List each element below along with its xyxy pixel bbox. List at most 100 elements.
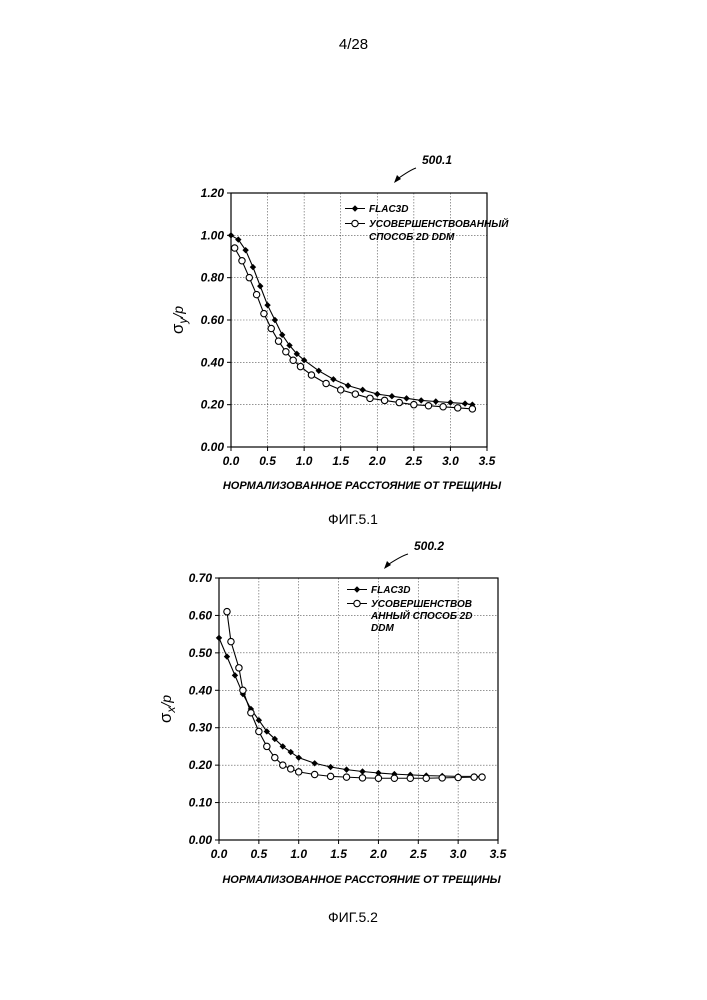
y-tick-label: 0.40 xyxy=(201,355,225,369)
data-point xyxy=(231,245,237,251)
y-tick-label: 0.60 xyxy=(189,608,213,622)
data-point xyxy=(323,380,329,386)
data-point xyxy=(264,302,270,308)
x-tick-label: 0.0 xyxy=(223,454,240,468)
data-point xyxy=(297,363,303,369)
data-point xyxy=(239,258,245,264)
data-point xyxy=(248,710,254,716)
y-tick-label: 0.00 xyxy=(201,440,225,454)
data-point xyxy=(439,775,445,781)
data-point xyxy=(367,395,373,401)
y-tick-label: 1.20 xyxy=(201,186,225,200)
y-tick-label: 0.20 xyxy=(201,398,225,412)
data-point xyxy=(381,397,387,403)
legend-entry-text: FLAC3D xyxy=(371,585,410,596)
legend-entry-text: УСОВЕРШЕНСТВОВАННЫЙ xyxy=(369,217,509,230)
data-point xyxy=(425,403,431,409)
data-point xyxy=(228,638,234,644)
legend-diamond-icon xyxy=(354,586,360,592)
data-point xyxy=(338,387,344,393)
y-tick-label: 0.70 xyxy=(189,571,213,585)
data-point xyxy=(396,399,402,405)
data-point xyxy=(479,774,485,780)
x-tick-label: 0.0 xyxy=(211,847,228,861)
data-point xyxy=(240,687,246,693)
figure-ref-label: 500.1 xyxy=(422,153,452,167)
data-point xyxy=(272,754,278,760)
ref-arrowhead-icon xyxy=(384,561,391,569)
data-point xyxy=(261,310,267,316)
legend: FLAC3DУСОВЕРШЕНСТВОВАННЫЙСПОСОБ 2D DDM xyxy=(345,204,509,243)
data-point xyxy=(264,743,270,749)
x-tick-label: 1.0 xyxy=(290,847,307,861)
data-point xyxy=(308,372,314,378)
data-point xyxy=(462,400,468,406)
data-point xyxy=(374,391,380,397)
page-number: 4/28 xyxy=(0,36,707,53)
data-point xyxy=(359,775,365,781)
data-point xyxy=(311,771,317,777)
data-point xyxy=(236,665,242,671)
legend-entry-text: DDM xyxy=(371,623,394,634)
data-point xyxy=(389,393,395,399)
y-tick-label: 0.40 xyxy=(189,683,213,697)
data-point xyxy=(403,395,409,401)
legend: FLAC3D УСОВЕРШЕНСТВОВАННЫЙ СПОСОБ 2DDDM xyxy=(347,585,472,634)
x-tick-label: 3.0 xyxy=(442,454,459,468)
data-point xyxy=(345,382,351,388)
x-tick-label: 1.5 xyxy=(332,454,349,468)
data-point xyxy=(471,774,477,780)
x-tick-label: 0.5 xyxy=(259,454,276,468)
data-point xyxy=(279,332,285,338)
ref-arrowhead-icon xyxy=(394,175,401,183)
data-point xyxy=(311,760,317,766)
data-point xyxy=(343,766,349,772)
y-tick-label: 0.60 xyxy=(201,313,225,327)
x-tick-label: 3.5 xyxy=(479,454,496,468)
data-point xyxy=(224,653,230,659)
x-tick-label: 3.0 xyxy=(450,847,467,861)
data-point xyxy=(391,775,397,781)
y-tick-label: 0.50 xyxy=(189,646,213,660)
data-point xyxy=(268,325,274,331)
data-point xyxy=(433,398,439,404)
y-tick-label: 1.00 xyxy=(201,228,225,242)
data-point xyxy=(232,672,238,678)
y-tick-label: 0.20 xyxy=(189,758,213,772)
legend-entry-text: FLAC3D xyxy=(369,204,408,215)
data-point xyxy=(359,387,365,393)
legend-diamond-icon xyxy=(352,205,358,211)
data-point xyxy=(327,773,333,779)
x-tick-label: 1.5 xyxy=(330,847,347,861)
figure-caption: ФИГ.5.2 xyxy=(328,909,378,925)
x-tick-label: 0.5 xyxy=(251,847,268,861)
data-point xyxy=(257,283,263,289)
y-tick-label: 0.00 xyxy=(189,833,213,847)
data-point xyxy=(242,247,248,253)
x-tick-label: 3.5 xyxy=(490,847,507,861)
data-point xyxy=(256,728,262,734)
data-point xyxy=(455,405,461,411)
data-point xyxy=(296,769,302,775)
legend-entry-text: УСОВЕРШЕНСТВОВ xyxy=(371,599,472,610)
y-axis-label: σy/p xyxy=(168,306,190,334)
data-point xyxy=(455,774,461,780)
data-point xyxy=(250,264,256,270)
data-point xyxy=(275,338,281,344)
data-point xyxy=(359,768,365,774)
data-point xyxy=(290,357,296,363)
x-axis-label: НОРМАЛИЗОВАННОЕ РАССТОЯНИЕ ОТ ТРЕЩИНЫ xyxy=(223,480,502,492)
data-point xyxy=(283,349,289,355)
y-tick-label: 0.30 xyxy=(189,721,213,735)
figure-caption: ФИГ.5.1 xyxy=(328,511,378,527)
data-point xyxy=(418,397,424,403)
data-point xyxy=(407,775,413,781)
data-point xyxy=(246,274,252,280)
y-tick-label: 0.80 xyxy=(201,271,225,285)
x-tick-label: 2.0 xyxy=(369,847,387,861)
data-point xyxy=(343,774,349,780)
legend-entry-text: АННЫЙ СПОСОБ 2D xyxy=(370,609,472,622)
data-point xyxy=(440,404,446,410)
x-tick-label: 1.0 xyxy=(296,454,313,468)
x-tick-label: 2.0 xyxy=(368,454,386,468)
